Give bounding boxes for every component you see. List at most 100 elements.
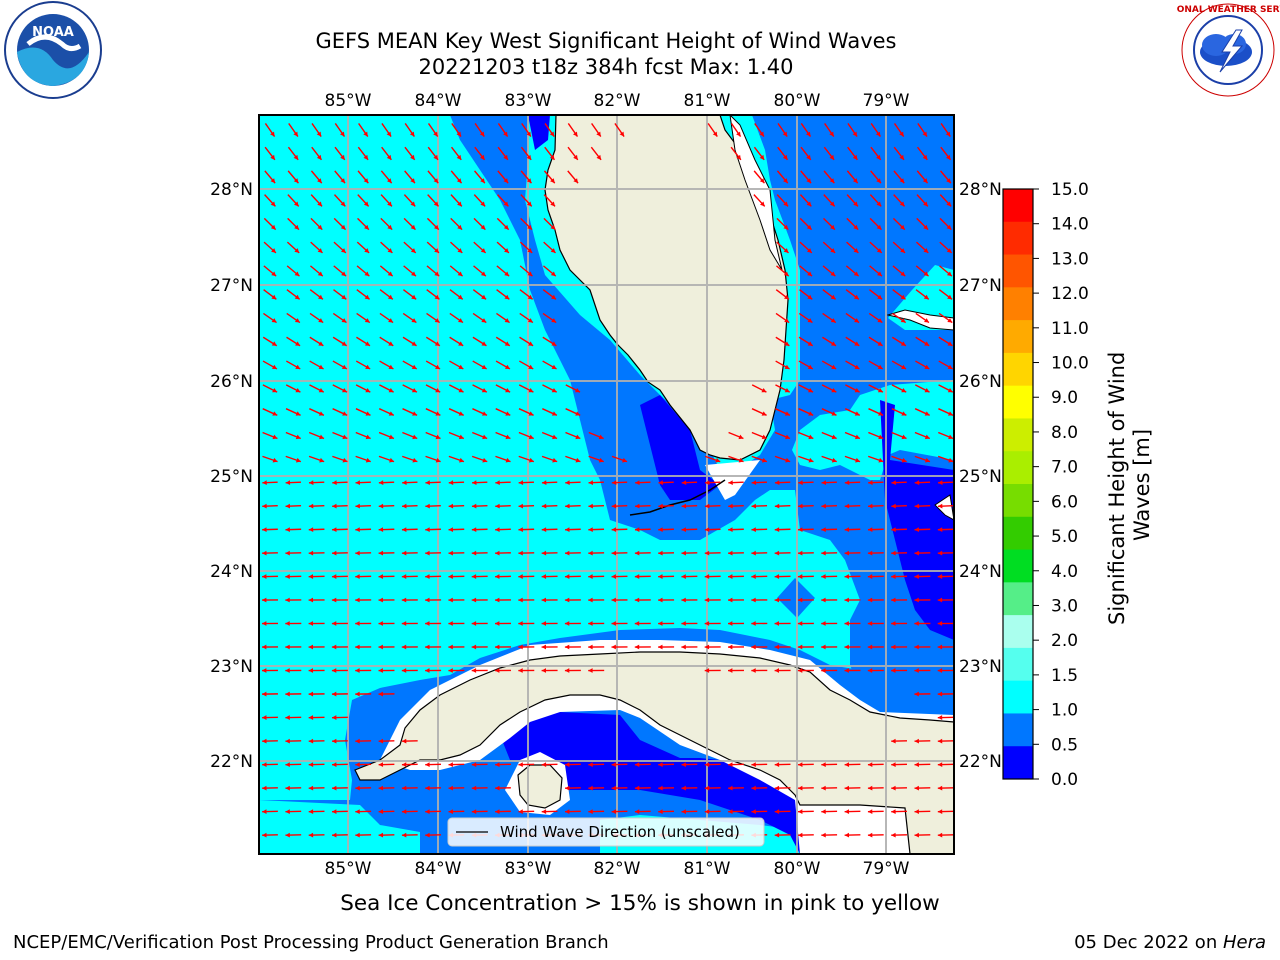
wind-wave-arrow-head xyxy=(736,131,741,137)
wind-wave-arrow-head xyxy=(528,411,534,416)
wind-wave-arrow-head xyxy=(947,411,953,416)
wind-wave-arrow-head xyxy=(425,527,430,533)
lon-tick-top: 81°W xyxy=(684,91,731,111)
wind-wave-arrow-head xyxy=(830,294,836,300)
wind-wave-arrow-head xyxy=(914,762,919,767)
wind-wave-arrow-head xyxy=(471,762,477,767)
wind-wave-arrow-head xyxy=(504,248,509,253)
wind-wave-arrow-head xyxy=(704,621,710,626)
wind-wave-arrow-head xyxy=(388,364,394,369)
wind-wave-arrow-head xyxy=(588,480,594,486)
wind-wave-arrow-head xyxy=(471,785,477,791)
wind-wave-arrow-head xyxy=(527,224,532,230)
noaa-logo: NOAA xyxy=(4,1,102,99)
wind-wave-arrow-head xyxy=(308,550,314,556)
wind-wave-arrow-head xyxy=(611,785,617,791)
wind-wave-arrow-head xyxy=(937,785,943,791)
wind-wave-arrow-head xyxy=(704,785,710,791)
wind-wave-arrow-head xyxy=(806,178,812,184)
nws-logo: NATIONAL WEATHER SERVICE xyxy=(1176,3,1280,97)
wind-wave-arrow-head xyxy=(434,341,440,346)
wind-wave-arrow-head xyxy=(285,691,290,697)
wind-wave-arrow-head xyxy=(901,388,907,393)
wind-wave-arrow-head xyxy=(867,832,873,838)
wind-wave-arrow-head xyxy=(355,621,360,626)
wind-wave-arrow-head xyxy=(937,550,943,556)
keys-line xyxy=(629,479,726,516)
wind-wave-arrow-head xyxy=(458,318,463,323)
wind-wave-arrow-head xyxy=(937,574,943,579)
wind-wave-arrow-head xyxy=(318,294,323,300)
wind-wave-arrow-head xyxy=(830,224,835,230)
wind-wave-arrow-head xyxy=(363,131,368,137)
wind-wave-arrow-head xyxy=(518,597,523,603)
wind-wave-arrow-head xyxy=(285,832,290,838)
lat-tick-left: 28°N xyxy=(210,180,253,200)
wind-wave-arrow-head xyxy=(308,668,314,673)
wind-wave-arrow-head xyxy=(270,154,275,160)
wind-wave-arrow-head xyxy=(410,178,415,184)
wind-wave-arrow-head xyxy=(527,271,533,277)
land-florida-keys xyxy=(705,460,760,500)
wind-wave-arrow-head xyxy=(503,224,509,230)
lon-tick-top: 79°W xyxy=(863,91,910,111)
wind-wave-arrow-head xyxy=(365,457,371,463)
wind-wave-arrow-head xyxy=(914,621,919,626)
wind-wave-arrow-head xyxy=(541,809,547,814)
wind-wave-arrow-head xyxy=(783,178,788,184)
wind-wave-arrow-head xyxy=(410,248,416,253)
wind-wave-arrow-head xyxy=(611,809,617,814)
wind-wave-arrow-head xyxy=(829,131,834,137)
wind-wave-arrow-head xyxy=(784,294,789,300)
wind-wave-arrow-head xyxy=(388,341,394,346)
wind-wave-arrow-head xyxy=(332,762,337,767)
wind-wave-arrow-head xyxy=(914,691,919,697)
wind-wave-arrow-head xyxy=(388,411,394,416)
lat-ticks-right: 28°N 27°N 26°N 25°N 24°N 23°N 22°N xyxy=(959,180,1002,772)
wind-wave-arrow-head xyxy=(425,480,430,486)
wind-wave-arrow-head xyxy=(831,434,837,440)
wind-wave-arrow-head xyxy=(365,388,371,393)
wind-wave-arrow-head xyxy=(891,527,896,533)
wind-wave-arrow-head xyxy=(318,318,324,323)
wind-wave-arrow-head xyxy=(751,480,757,486)
wind-wave-arrow-head xyxy=(262,762,267,767)
wind-wave-arrow-head xyxy=(457,248,463,253)
wind-wave-arrow-head xyxy=(425,574,430,579)
wind-wave-arrow-head xyxy=(634,621,640,626)
wind-wave-arrow-head xyxy=(774,503,780,509)
wind-wave-arrow-head xyxy=(518,527,523,533)
wind-wave-arrow-head xyxy=(575,457,581,463)
wind-wave-arrow-head xyxy=(308,621,314,626)
wind-wave-arrow-head xyxy=(285,550,290,556)
wind-wave-arrow-head xyxy=(751,503,757,509)
wind-wave-arrow-head xyxy=(495,480,500,486)
wind-wave-arrow-head xyxy=(937,691,943,697)
wind-wave-arrow-head xyxy=(518,644,523,650)
wind-wave-arrow-head xyxy=(551,294,556,300)
wind-wave-arrow-head xyxy=(472,480,477,486)
wind-wave-arrow-head xyxy=(821,574,826,579)
wind-wave-arrow-head xyxy=(363,154,369,160)
wind-wave-arrow-head xyxy=(294,271,300,277)
wind-wave-arrow-head xyxy=(505,457,511,463)
wind-wave-arrow-head xyxy=(774,621,780,626)
wind-wave-arrow-head xyxy=(946,224,952,230)
wind-wave-arrow-head xyxy=(751,809,756,814)
wind-wave-arrow-head xyxy=(922,178,928,184)
wind-wave-arrow-head xyxy=(681,527,687,533)
wind-wave-arrow-head xyxy=(295,388,301,393)
lon-tick-bottom: 84°W xyxy=(415,859,462,879)
lat-tick-right: 23°N xyxy=(959,657,1002,677)
wind-wave-arrow-head xyxy=(728,597,733,603)
wind-wave-arrow-head xyxy=(785,457,791,463)
wind-wave-arrow-head xyxy=(923,248,929,253)
wind-wave-arrow-head xyxy=(854,388,860,393)
wind-wave-arrow-head xyxy=(738,457,744,463)
wind-wave-arrow-head xyxy=(378,668,383,673)
wind-wave-arrow-head xyxy=(914,644,919,650)
wind-wave-arrow-head xyxy=(891,738,896,744)
wind-wave-arrow-head xyxy=(899,224,905,230)
wind-wave-arrow-head xyxy=(854,434,860,440)
wind-wave-arrow-head xyxy=(876,178,881,184)
